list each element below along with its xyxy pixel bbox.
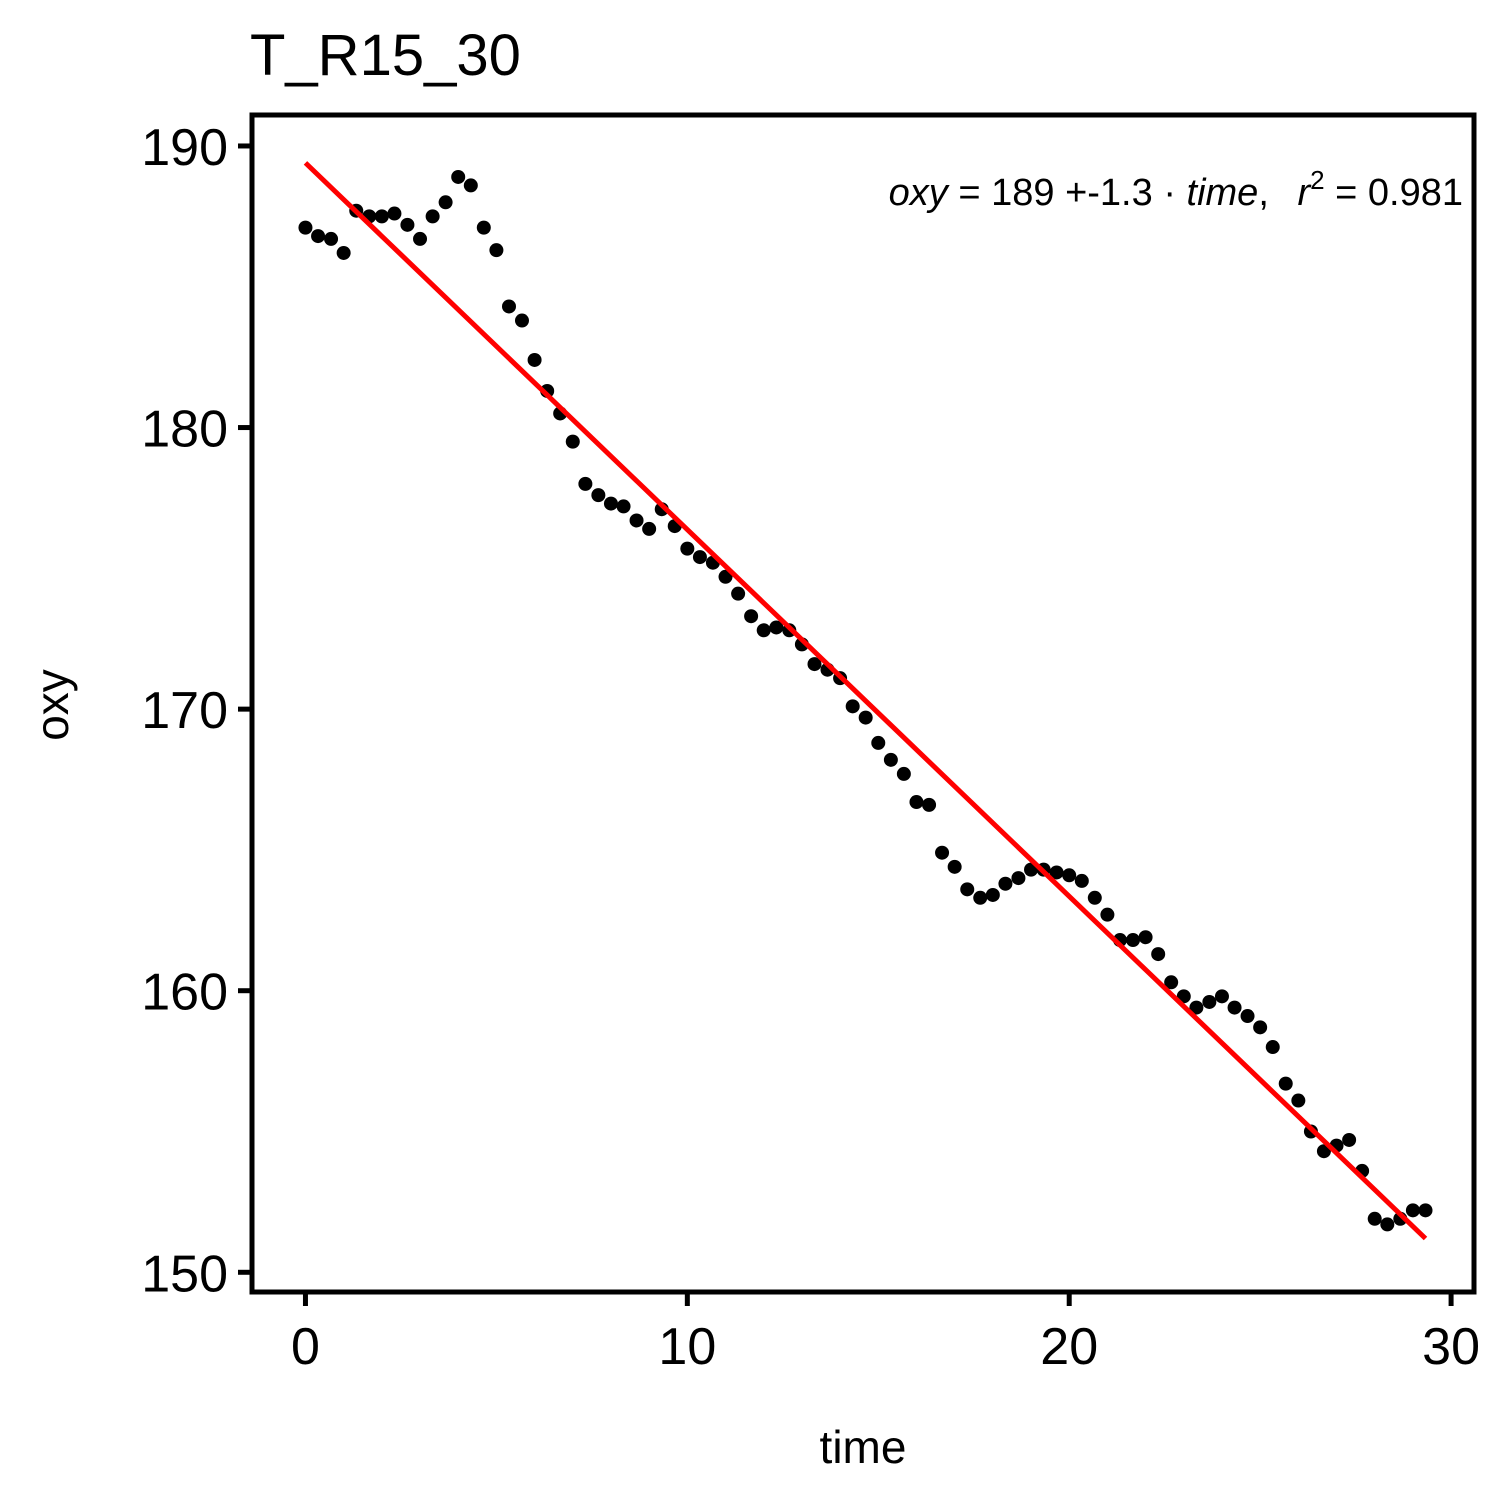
data-point <box>1074 873 1089 888</box>
x-axis-label: time <box>820 1421 907 1473</box>
data-point <box>591 488 606 503</box>
data-point <box>1405 1203 1420 1218</box>
x-tick-label: 30 <box>1422 1318 1480 1376</box>
data-point <box>1202 994 1217 1009</box>
data-point <box>680 541 695 556</box>
data-point <box>413 231 428 246</box>
data-point <box>1125 933 1140 948</box>
data-point <box>336 245 351 260</box>
data-point <box>565 434 580 449</box>
data-point <box>871 735 886 750</box>
data-point <box>973 890 988 905</box>
data-point <box>744 609 759 624</box>
data-point <box>387 206 402 221</box>
data-point <box>922 797 937 812</box>
data-point <box>1380 1217 1395 1232</box>
data-point <box>616 499 631 514</box>
data-point <box>1227 1000 1242 1015</box>
data-point <box>527 352 542 367</box>
data-point <box>858 710 873 725</box>
y-axis: 150 160 170 180 190 <box>141 119 252 1303</box>
data-point <box>1164 975 1179 990</box>
data-point <box>578 476 593 491</box>
y-tick-label: 150 <box>141 1245 228 1303</box>
data-point <box>1214 989 1229 1004</box>
data-point <box>451 169 466 184</box>
data-point <box>1418 1203 1433 1218</box>
data-point <box>1367 1211 1382 1226</box>
data-point <box>896 766 911 781</box>
plot-panel <box>249 112 1477 1295</box>
eq-lhs: oxy <box>889 172 950 214</box>
y-tick-label: 160 <box>141 964 228 1022</box>
data-point <box>400 217 415 232</box>
data-point <box>718 569 733 584</box>
data-point <box>603 496 618 511</box>
y-axis-label: oxy <box>26 669 78 741</box>
data-point <box>1049 865 1064 880</box>
data-point <box>769 620 784 635</box>
data-point <box>935 845 950 860</box>
data-point <box>642 521 657 536</box>
data-point <box>476 220 491 235</box>
data-point <box>807 657 822 672</box>
data-point <box>489 243 504 258</box>
data-point <box>909 795 924 810</box>
data-point <box>985 887 1000 902</box>
data-point <box>731 586 746 601</box>
data-point <box>1100 907 1115 922</box>
x-tick-label: 0 <box>291 1318 320 1376</box>
data-point <box>298 220 313 235</box>
eq-r2-value: 0.981 <box>1368 172 1463 214</box>
eq-var: time <box>1187 172 1259 214</box>
chart-title: T_R15_30 <box>250 23 521 88</box>
data-point <box>502 299 517 314</box>
data-point <box>1087 890 1102 905</box>
eq-comma: , <box>1258 172 1269 214</box>
y-tick-label: 170 <box>141 682 228 740</box>
eq-equals: = <box>958 172 980 214</box>
eq-dot: · <box>1163 172 1176 214</box>
y-tick-label: 190 <box>141 119 228 177</box>
data-point <box>1062 868 1077 883</box>
data-point <box>692 550 707 565</box>
regression-equation: oxy = 189 +-1.3 · time, r2 = 0.981 <box>889 156 1463 214</box>
data-point <box>1342 1132 1357 1147</box>
data-point <box>514 313 529 328</box>
data-point <box>960 882 975 897</box>
data-point <box>947 859 962 874</box>
data-point <box>998 876 1013 891</box>
data-point <box>883 752 898 767</box>
data-point <box>1011 871 1026 886</box>
data-point <box>845 699 860 714</box>
data-point <box>756 623 771 638</box>
eq-plus: + <box>1065 172 1087 214</box>
regression-line <box>303 161 1428 1241</box>
eq-intercept: 189 <box>991 172 1054 214</box>
data-point <box>1265 1040 1280 1055</box>
eq-r-sup: 2 <box>1310 165 1324 195</box>
data-point <box>438 195 453 210</box>
x-tick-label: 10 <box>658 1318 716 1376</box>
eq-r2-equals: = <box>1335 172 1357 214</box>
x-tick-label: 20 <box>1040 1318 1098 1376</box>
eq-slope: -1.3 <box>1087 172 1152 214</box>
data-point <box>425 209 440 224</box>
data-point <box>1151 947 1166 962</box>
data-point <box>1189 1000 1204 1015</box>
data-point <box>1291 1093 1306 1108</box>
data-point <box>324 231 339 246</box>
x-axis: 0 10 20 30 <box>291 1292 1480 1376</box>
data-point <box>374 209 389 224</box>
data-point <box>1253 1020 1268 1035</box>
data-point <box>463 178 478 193</box>
eq-r: r <box>1297 172 1311 214</box>
data-point <box>311 229 326 244</box>
data-point <box>629 513 644 528</box>
data-point <box>1240 1009 1255 1024</box>
data-point <box>1138 930 1153 945</box>
y-tick-label: 180 <box>141 401 228 459</box>
data-point <box>1278 1076 1293 1091</box>
